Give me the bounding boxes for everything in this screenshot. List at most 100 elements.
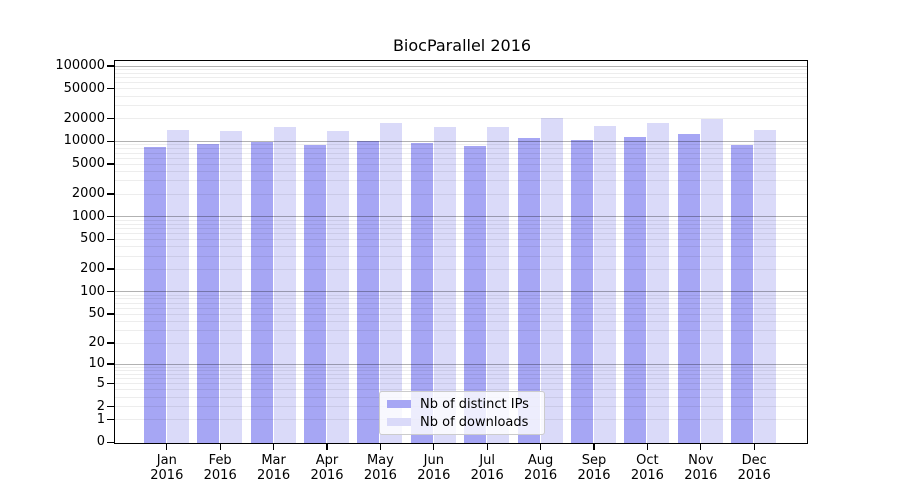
- bar-distinct-ips-aug: [517, 138, 540, 443]
- x-tick-year: 2016: [150, 468, 184, 483]
- gridline: [115, 65, 807, 67]
- x-tick-month: Aug: [527, 453, 554, 468]
- gridline: [115, 383, 807, 385]
- x-tick-year: 2016: [737, 468, 771, 483]
- x-tick-label: Nov 2016: [671, 453, 731, 483]
- y-tick-mark: [107, 313, 114, 315]
- x-tick-month: Jan: [156, 453, 177, 468]
- x-tick-year: 2016: [310, 468, 344, 483]
- y-tick-label: 50000: [63, 80, 105, 96]
- y-tick-mark: [107, 363, 114, 365]
- gridline: [115, 298, 807, 300]
- legend-swatch: [387, 418, 411, 426]
- gridline: [115, 216, 807, 218]
- gridline: [115, 152, 807, 154]
- gridline: [115, 105, 807, 107]
- x-tick-mark: [219, 444, 221, 450]
- bar-distinct-ips-jun: [410, 143, 433, 443]
- x-tick-label: Dec 2016: [724, 453, 784, 483]
- y-tick-label: 1000: [71, 208, 105, 224]
- gridline: [115, 73, 807, 74]
- gridline: [115, 370, 807, 372]
- grid-layer: [115, 61, 807, 443]
- x-tick-mark: [700, 444, 702, 450]
- x-tick-mark: [326, 444, 328, 450]
- gridline: [115, 163, 807, 165]
- gridline: [115, 320, 807, 322]
- bar-downloads-nov: [700, 118, 723, 443]
- y-tick-mark: [107, 441, 114, 444]
- legend-label: Nb of downloads: [420, 414, 529, 430]
- gridline: [115, 363, 807, 365]
- gridline: [115, 69, 807, 71]
- x-tick-month: May: [366, 453, 394, 468]
- x-tick-month: Oct: [636, 453, 659, 468]
- x-tick-label: Jun 2016: [404, 453, 464, 483]
- gridline: [115, 95, 807, 97]
- x-tick-mark: [753, 444, 755, 450]
- gridline: [115, 246, 807, 248]
- bar-downloads-may: [380, 122, 403, 443]
- bar-downloads-aug: [540, 118, 563, 443]
- bar-downloads-mar: [273, 127, 296, 443]
- y-tick-mark: [107, 383, 114, 385]
- gridline: [115, 342, 807, 344]
- bar-distinct-ips-apr: [303, 145, 326, 443]
- x-tick-mark: [486, 444, 488, 450]
- bar-distinct-ips-may: [357, 141, 380, 443]
- x-tick-month: Feb: [208, 453, 232, 468]
- x-tick-label: Jan 2016: [137, 453, 197, 483]
- y-tick-label: 100000: [55, 58, 105, 74]
- y-tick-mark: [107, 238, 114, 240]
- gridline: [115, 378, 807, 380]
- y-tick-label: 2: [96, 398, 105, 414]
- x-tick-mark: [539, 444, 542, 450]
- x-tick-label: Oct 2016: [617, 453, 677, 483]
- bar-downloads-sep: [593, 126, 616, 443]
- gridline: [115, 238, 807, 240]
- gridline: [115, 77, 807, 79]
- legend-label: Nb of distinct IPs: [420, 396, 529, 412]
- bar-distinct-ips-nov: [677, 134, 700, 443]
- x-tick-mark: [166, 444, 168, 450]
- y-tick-label: 10: [88, 356, 105, 371]
- x-tick-mark: [433, 444, 435, 450]
- bar-downloads-jul: [487, 126, 510, 443]
- y-tick-label: 500: [80, 231, 105, 247]
- y-tick-label: 20: [88, 334, 105, 350]
- x-tick-label: Feb 2016: [190, 453, 250, 483]
- gridline: [115, 291, 807, 293]
- y-tick-mark: [107, 342, 114, 344]
- x-tick-month: Nov: [688, 453, 714, 468]
- x-tick-year: 2016: [684, 468, 718, 483]
- x-tick-mark: [379, 444, 382, 450]
- bar-distinct-ips-mar: [250, 142, 273, 443]
- x-tick-year: 2016: [203, 468, 237, 483]
- bar-downloads-jun: [433, 126, 456, 443]
- gridline: [115, 223, 807, 225]
- y-tick-label: 200: [80, 261, 105, 277]
- plot-area: [114, 60, 808, 444]
- bars-layer: [115, 61, 807, 443]
- gridline: [115, 313, 807, 315]
- y-tick-mark: [107, 290, 114, 293]
- bar-distinct-ips-feb: [197, 144, 220, 443]
- gridline: [115, 268, 807, 270]
- gridline: [115, 255, 807, 257]
- y-tick-mark: [107, 193, 114, 195]
- bar-downloads-apr: [326, 130, 349, 443]
- x-tick-year: 2016: [630, 468, 664, 483]
- x-tick-month: Jun: [423, 453, 444, 468]
- chart-title: BiocParallel 2016: [392, 36, 532, 55]
- y-tick-label: 0: [96, 434, 105, 450]
- bar-downloads-jan: [166, 130, 189, 443]
- bar-distinct-ips-dec: [731, 145, 754, 443]
- x-tick-year: 2016: [470, 468, 504, 483]
- x-tick-month: Sep: [581, 453, 607, 468]
- y-tick-label: 10000: [63, 133, 105, 149]
- y-tick-mark: [107, 163, 114, 165]
- gridline: [115, 227, 807, 229]
- gridline: [115, 88, 807, 90]
- gridline: [115, 82, 807, 84]
